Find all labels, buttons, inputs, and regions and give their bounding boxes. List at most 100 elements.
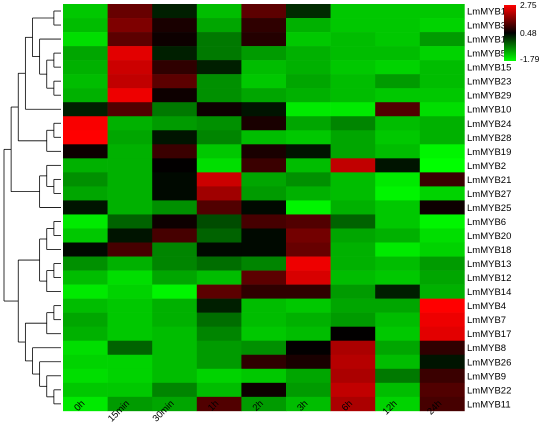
row-label: LmMYB23 (467, 77, 511, 88)
heatmap-cell-lmmyb9-15min (107, 368, 153, 384)
heatmap-cell-lmmyb11-6h (330, 396, 376, 412)
heatmap-cell-lmmyb5-2h (241, 46, 287, 61)
heatmap-cell-lmmyb6-2h (241, 214, 287, 229)
heatmap-cell-lmmyb12-6h (330, 270, 376, 285)
heatmap-cell-lmmyb10-2h (241, 102, 287, 117)
heatmap-cell-lmmyb28-12h (375, 130, 421, 145)
heatmap-cell-lmmyb20-12h (375, 228, 421, 243)
row-label: LmMYB4 (467, 301, 506, 312)
heatmap-cell-lmmyb3-0h (63, 18, 108, 33)
heatmap-cell-lmmyb7-24h (419, 312, 465, 327)
heatmap-cell-lmmyb5-1h (196, 46, 242, 61)
heatmap-cell-lmmyb16-24h (419, 32, 465, 47)
heatmap-cell-lmmyb15-30min (152, 60, 198, 75)
heatmap-cell-lmmyb14-3h (286, 284, 331, 299)
heatmap-cell-lmmyb19-12h (375, 144, 421, 159)
row-label: LmMYB3 (467, 21, 506, 32)
heatmap-cell-lmmyb25-15min (107, 200, 153, 215)
heatmap-cell-lmmyb25-2h (241, 200, 287, 215)
heatmap-cell-lmmyb12-12h (375, 270, 421, 285)
heatmap-cell-lmmyb25-3h (286, 200, 331, 215)
heatmap-cell-lmmyb24-2h (241, 116, 287, 131)
heatmap-cell-lmmyb13-0h (63, 256, 108, 271)
heatmap-cell-lmmyb22-12h (375, 382, 421, 398)
heatmap-cell-lmmyb4-12h (375, 298, 421, 313)
row-label: LmMYB10 (467, 105, 511, 116)
heatmap-cell-lmmyb17-2h (241, 326, 287, 342)
heatmap-cell-lmmyb17-24h (419, 326, 465, 342)
row-label: LmMYB11 (467, 399, 511, 410)
heatmap-cell-lmmyb20-30min (152, 228, 198, 243)
heatmap-cell-lmmyb4-2h (241, 298, 287, 313)
heatmap-cell-lmmyb2-1h (196, 158, 242, 173)
heatmap-cell-lmmyb10-12h (375, 102, 421, 117)
heatmap-cell-lmmyb16-2h (241, 32, 287, 47)
heatmap-cell-lmmyb6-15min (107, 214, 153, 229)
heatmap-cell-lmmyb8-12h (375, 340, 421, 356)
heatmap-cell-lmmyb28-3h (286, 130, 331, 145)
heatmap-cell-lmmyb4-15min (107, 298, 153, 313)
heatmap-cell-lmmyb7-2h (241, 312, 287, 327)
heatmap-cell-lmmyb1-30min (152, 4, 198, 19)
heatmap-cell-lmmyb12-24h (419, 270, 465, 285)
heatmap-cell-lmmyb26-30min (152, 354, 198, 370)
heatmap-cell-lmmyb19-1h (196, 144, 242, 159)
heatmap-cell-lmmyb18-1h (196, 242, 242, 257)
heatmap-cell-lmmyb9-12h (375, 368, 421, 384)
heatmap-cell-lmmyb3-24h (419, 18, 465, 33)
heatmap-cell-lmmyb7-1h (196, 312, 242, 327)
heatmap-cell-lmmyb23-30min (152, 74, 198, 89)
heatmap-cell-lmmyb18-0h (63, 242, 108, 257)
heatmap-cell-lmmyb1-12h (375, 4, 421, 19)
heatmap-cell-lmmyb16-30min (152, 32, 198, 47)
heatmap-cell-lmmyb12-0h (63, 270, 108, 285)
row-label: LmMYB24 (467, 119, 511, 130)
heatmap-cell-lmmyb12-15min (107, 270, 153, 285)
heatmap-cell-lmmyb16-0h (63, 32, 108, 47)
heatmap-cell-lmmyb5-24h (419, 46, 465, 61)
heatmap-cell-lmmyb3-2h (241, 18, 287, 33)
heatmap-cell-lmmyb11-30min (152, 396, 198, 412)
heatmap-cell-lmmyb16-6h (330, 32, 376, 47)
heatmap-cell-lmmyb17-12h (375, 326, 421, 342)
heatmap-cell-lmmyb2-15min (107, 158, 153, 173)
heatmap-cell-lmmyb5-30min (152, 46, 198, 61)
heatmap-cell-lmmyb16-12h (375, 32, 421, 47)
heatmap-cell-lmmyb9-0h (63, 368, 108, 384)
heatmap-cell-lmmyb23-3h (286, 74, 331, 89)
heatmap-cell-lmmyb26-12h (375, 354, 421, 370)
heatmap-cell-lmmyb6-3h (286, 214, 331, 229)
heatmap-cell-lmmyb15-0h (63, 60, 108, 75)
heatmap-cell-lmmyb6-12h (375, 214, 421, 229)
heatmap-cell-lmmyb21-15min (107, 172, 153, 187)
heatmap-cell-lmmyb18-24h (419, 242, 465, 257)
heatmap-cell-lmmyb6-0h (63, 214, 108, 229)
heatmap-cell-lmmyb22-6h (330, 382, 376, 398)
heatmap-cell-lmmyb24-30min (152, 116, 198, 131)
heatmap-cell-lmmyb23-12h (375, 74, 421, 89)
heatmap-cell-lmmyb9-6h (330, 368, 376, 384)
color-scale-label: 2.75 (520, 0, 537, 10)
heatmap-cell-lmmyb25-0h (63, 200, 108, 215)
heatmap-cell-lmmyb23-6h (330, 74, 376, 89)
heatmap-cell-lmmyb29-6h (330, 88, 376, 103)
heatmap-cell-lmmyb27-6h (330, 186, 376, 201)
heatmap-cell-lmmyb24-6h (330, 116, 376, 131)
heatmap-cell-lmmyb4-30min (152, 298, 198, 313)
heatmap-cell-lmmyb14-6h (330, 284, 376, 299)
heatmap-cell-lmmyb13-15min (107, 256, 153, 271)
heatmap-cell-lmmyb20-15min (107, 228, 153, 243)
heatmap-cell-lmmyb7-30min (152, 312, 198, 327)
heatmap-cell-lmmyb19-3h (286, 144, 331, 159)
heatmap-cell-lmmyb24-1h (196, 116, 242, 131)
heatmap-cell-lmmyb18-2h (241, 242, 287, 257)
heatmap-cell-lmmyb19-0h (63, 144, 108, 159)
heatmap-cell-lmmyb21-6h (330, 172, 376, 187)
heatmap-cell-lmmyb7-0h (63, 312, 108, 327)
heatmap-cell-lmmyb29-2h (241, 88, 287, 103)
heatmap-cell-lmmyb15-15min (107, 60, 153, 75)
row-label: LmMYB12 (467, 273, 511, 284)
heatmap-cell-lmmyb18-3h (286, 242, 331, 257)
row-label: LmMYB18 (467, 245, 511, 256)
heatmap-cell-lmmyb24-3h (286, 116, 331, 131)
